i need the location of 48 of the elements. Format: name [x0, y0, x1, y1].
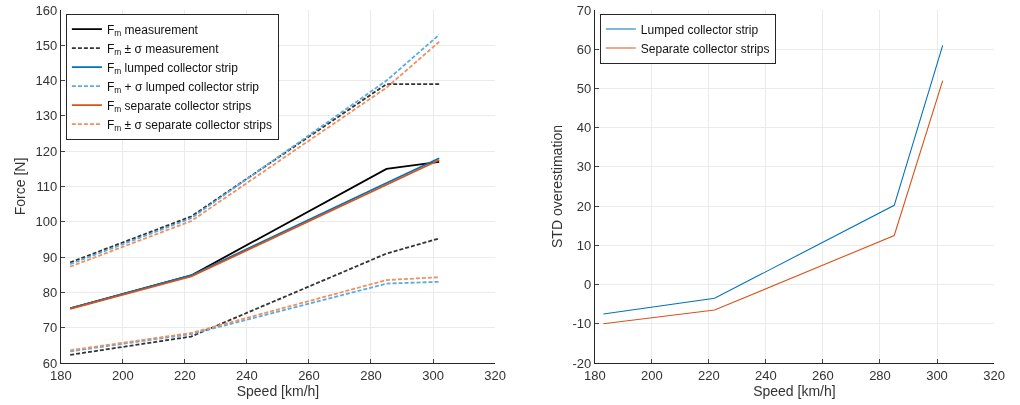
line-series [602, 80, 944, 325]
x-tick-label: 220 [174, 367, 196, 383]
x-tick-label: 300 [422, 367, 444, 383]
x-axis-title: Speed [km/h] [236, 382, 320, 399]
x-tick-label: 300 [926, 367, 948, 383]
x-tick-label: 260 [298, 367, 320, 383]
y-tick-label: 120 [35, 143, 58, 159]
x-tick-label: 200 [112, 367, 134, 383]
y-tick-label: 100 [35, 214, 58, 230]
x-tick-label: 220 [698, 367, 720, 383]
y-tick-label: 10 [576, 237, 592, 253]
line-series [69, 237, 441, 356]
legend-label: F$_{m}$ separate collector strips [106, 98, 252, 115]
y-axis-title: Force [N] [12, 157, 29, 216]
x-axis-title: Speed [km/h] [753, 382, 836, 399]
y-axis-title: STD overestimation [549, 125, 566, 248]
y-tick-label: 30 [576, 159, 592, 175]
y-tick-label: 50 [576, 80, 592, 96]
y-tick-label: -10 [572, 316, 592, 332]
x-tick-label: 280 [869, 367, 891, 383]
x-tick-label: 260 [812, 367, 834, 383]
y-tick-label: 70 [576, 2, 592, 18]
x-tick-label: 240 [236, 367, 258, 383]
legend-label: Lumped collector strip [640, 22, 759, 37]
legend-label: F$_{m}$ ± σ measurement [106, 41, 220, 58]
y-tick-label: 160 [35, 2, 58, 18]
x-tick-label: 320 [983, 367, 1005, 383]
y-tick-label: 40 [576, 120, 592, 136]
legend-label: F$_{m}$ lumped collector strip [106, 60, 239, 77]
line-series [602, 44, 944, 315]
y-tick-label: 90 [42, 249, 58, 265]
y-tick-label: 20 [576, 198, 592, 214]
y-tick-label: 0 [584, 277, 592, 293]
legend-label: F$_{m}$ ± σ separate collector strips [106, 117, 272, 134]
legend-label: F$_{m}$ measurement [106, 22, 199, 39]
x-tick-label: 280 [360, 367, 382, 383]
y-tick-label: 80 [42, 284, 58, 300]
y-tick-label: 130 [35, 108, 58, 124]
x-tick-label: 200 [641, 367, 663, 383]
legend-label: F$_{m}$ + σ lumped collector strip [106, 79, 260, 96]
x-tick-label: 320 [484, 367, 506, 383]
y-tick-label: 110 [36, 179, 58, 195]
legend-label: Separate collector strips [640, 41, 770, 56]
y-tick-label: 150 [35, 37, 58, 53]
y-tick-label: 140 [35, 73, 58, 89]
x-tick-label: 240 [755, 367, 777, 383]
y-tick-label: 60 [576, 41, 592, 57]
y-tick-label: 70 [42, 320, 58, 336]
